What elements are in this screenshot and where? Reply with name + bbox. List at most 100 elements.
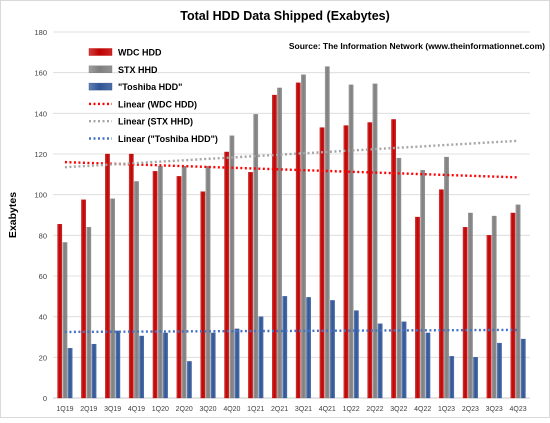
legend-label: STX HHD (118, 65, 158, 75)
bar-stx-hhd-3Q20 (205, 166, 211, 399)
bar-wdc-hdd-3Q20 (200, 191, 206, 399)
bar-wdc-hdd-4Q20 (224, 151, 230, 399)
bar-stx-hhd-3Q21 (301, 74, 306, 399)
bar-toshiba-hdd-2Q20 (187, 361, 192, 399)
x-tick-label: 2Q23 (462, 406, 479, 413)
y-tick-label: 140 (34, 109, 47, 118)
bar-toshiba-hdd-2Q22 (377, 323, 383, 399)
bar-wdc-hdd-1Q22 (343, 125, 349, 399)
x-tick-label: 3Q22 (390, 406, 407, 413)
bar-toshiba-hdd-4Q19 (139, 335, 145, 399)
x-tick-label: 2Q22 (366, 406, 383, 413)
x-tick-label: 3Q19 (104, 406, 121, 413)
source-note: Source: The Information Network (www.the… (289, 41, 545, 51)
legend-swatch-toshiba-hdd (88, 82, 113, 91)
bar-wdc-hdd-3Q23 (486, 235, 492, 399)
bar-wdc-hdd-4Q21 (319, 127, 325, 399)
bar-stx-hhd-2Q21 (277, 87, 282, 399)
y-tick-label: 80 (39, 231, 47, 240)
bar-wdc-hdd-2Q22 (367, 122, 373, 399)
x-tick-label: 1Q22 (343, 406, 360, 413)
bar-wdc-hdd-1Q20 (152, 171, 158, 399)
x-tick-label: 2Q21 (271, 406, 288, 413)
y-axis-label: Exabytes (7, 192, 19, 238)
bar-wdc-hdd-2Q21 (272, 94, 277, 399)
x-tick-label: 1Q20 (152, 406, 169, 413)
x-tick-label: 4Q23 (510, 406, 527, 413)
x-axis-ticks: 1Q19 2Q19 3Q19 4Q19 1Q20 2Q20 3Q20 4Q20 1Q21 2Q21… (56, 406, 526, 413)
y-axis-ticks: 0 20 40 60 80 100 120 140 160 180 (34, 28, 47, 403)
trendlines (64, 139, 519, 334)
x-tick-label: 2Q20 (176, 406, 193, 413)
y-tick-label: 120 (34, 150, 47, 159)
bar-toshiba-hdd-3Q23 (497, 342, 502, 399)
bar-toshiba-hdd-3Q21 (306, 297, 311, 399)
bar-stx-hhd-2Q22 (372, 83, 378, 399)
y-tick-label: 0 (43, 394, 47, 403)
bar-toshiba-hdd-1Q22 (353, 310, 359, 399)
trendline-linear-toshiba-hdd (64, 328, 519, 334)
y-tick-label: 40 (39, 313, 47, 322)
bar-toshiba-hdd-4Q23 (520, 338, 526, 399)
x-tick-label: 4Q21 (319, 406, 336, 413)
legend-label: Linear (WDC HDD) (118, 99, 197, 109)
x-tick-label: 1Q23 (438, 406, 455, 413)
bar-stx-hhd-3Q23 (491, 215, 497, 399)
legend-label: Linear ("Toshiba HDD") (118, 134, 218, 144)
bar-toshiba-hdd-1Q23 (449, 356, 455, 399)
bar-toshiba-hdd-3Q22 (401, 321, 407, 399)
bar-toshiba-hdd-3Q20 (210, 332, 216, 399)
bar-toshiba-hdd-2Q19 (91, 343, 97, 399)
bar-stx-hhd-4Q21 (324, 66, 330, 399)
bar-wdc-hdd-3Q22 (391, 119, 396, 399)
bar-toshiba-hdd-3Q19 (115, 330, 121, 399)
bar-wdc-hdd-2Q23 (462, 227, 468, 399)
bar-stx-hhd-3Q22 (396, 157, 402, 399)
bar-wdc-hdd-2Q19 (81, 199, 86, 399)
y-tick-label: 60 (39, 272, 47, 281)
bar-stx-hhd-1Q23 (444, 156, 449, 399)
bar-stx-hhd-4Q19 (134, 181, 139, 399)
bar-wdc-hdd-4Q19 (128, 153, 134, 399)
x-tick-label: 3Q21 (295, 406, 312, 413)
bar-toshiba-hdd-4Q21 (330, 300, 335, 399)
y-tick-label: 160 (34, 69, 47, 78)
bar-wdc-hdd-4Q23 (510, 212, 516, 399)
trendline-linear-wdc-hdd (64, 160, 519, 179)
bar-stx-hhd-2Q19 (86, 227, 92, 399)
bar-stx-hhd-1Q19 (62, 242, 68, 399)
bar-stx-hhd-2Q23 (468, 212, 473, 399)
bar-stx-hhd-1Q21 (253, 114, 259, 399)
bar-wdc-hdd-1Q21 (248, 172, 253, 399)
bar-wdc-hdd-4Q22 (415, 216, 420, 399)
bar-wdc-hdd-2Q20 (176, 176, 182, 399)
bar-toshiba-hdd-1Q21 (258, 316, 264, 399)
legend-swatch-wdc-hdd (88, 48, 113, 56)
bar-stx-hhd-4Q20 (229, 135, 235, 399)
bar-toshiba-hdd-2Q21 (282, 296, 288, 399)
legend-swatch-stx-hhd (88, 65, 113, 74)
x-tick-label: 3Q23 (486, 406, 503, 413)
x-tick-label: 1Q19 (56, 406, 73, 413)
x-tick-label: 4Q20 (223, 406, 240, 413)
y-tick-label: 20 (39, 353, 47, 362)
x-tick-label: 4Q19 (128, 406, 145, 413)
x-tick-label: 3Q20 (199, 406, 216, 413)
bars (57, 66, 526, 399)
x-tick-label: 4Q22 (414, 406, 431, 413)
bar-wdc-hdd-1Q23 (438, 189, 444, 399)
x-tick-label: 2Q19 (80, 406, 97, 413)
x-tick-label: 1Q21 (247, 406, 264, 413)
bar-stx-hhd-4Q22 (420, 170, 426, 399)
bar-stx-hhd-1Q22 (348, 84, 354, 399)
legend: WDC HDD STX HHD "Toshiba HDD" Linear (WDC H… (88, 48, 218, 144)
bar-wdc-hdd-3Q19 (105, 153, 110, 399)
trendline-linear-stx-hhd (64, 139, 519, 169)
bar-stx-hhd-1Q20 (157, 166, 163, 399)
bar-wdc-hdd-3Q21 (295, 82, 301, 399)
chart-title: Total HDD Data Shipped (Exabytes) (180, 9, 390, 23)
bar-toshiba-hdd-4Q22 (425, 332, 431, 399)
legend-label: "Toshiba HDD" (118, 82, 182, 92)
